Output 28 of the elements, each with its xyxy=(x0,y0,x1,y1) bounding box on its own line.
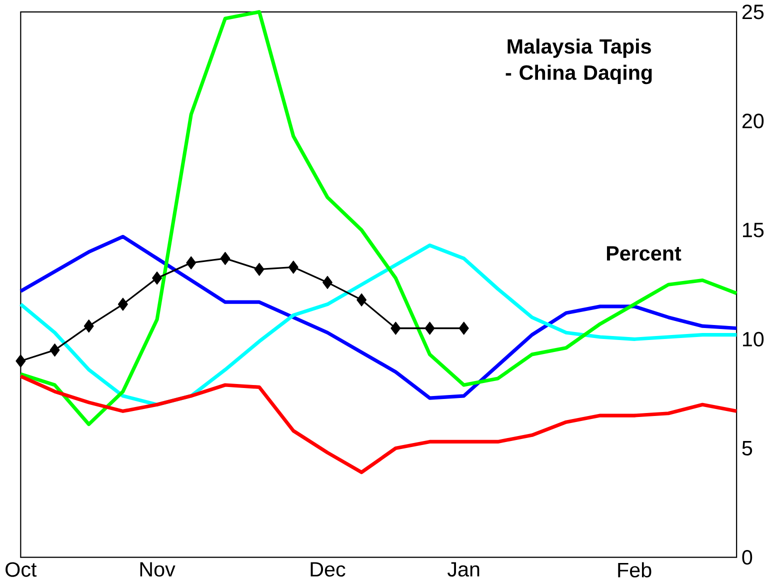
point xyxy=(458,322,469,335)
point xyxy=(152,272,162,285)
point xyxy=(220,252,230,265)
point xyxy=(288,260,298,274)
y-tick-label: 0 xyxy=(742,550,752,565)
point xyxy=(16,354,26,368)
point xyxy=(390,322,401,335)
y-tick-label: 25 xyxy=(742,4,764,20)
point xyxy=(322,276,332,289)
y-axis-title: Percent xyxy=(606,246,682,261)
point xyxy=(84,320,94,333)
line-series xyxy=(18,10,738,426)
y-tick-label: 10 xyxy=(743,332,764,346)
x-tick-label: Nov xyxy=(140,562,176,577)
point xyxy=(118,298,128,311)
point xyxy=(186,256,196,270)
point xyxy=(50,344,60,357)
x-tick-label: Feb xyxy=(618,562,652,578)
y-tick-label: 15 xyxy=(743,222,764,238)
y-tick-label: 5 xyxy=(742,441,752,456)
point xyxy=(356,293,367,306)
text: Malaysia Tapis - China Daqing xyxy=(506,38,652,84)
x-tick-label: Jan xyxy=(448,562,480,577)
point xyxy=(254,262,264,276)
x-tick-label: Oct xyxy=(6,562,37,577)
x-tick-label: Dec xyxy=(310,562,346,577)
y-tick-label: 20 xyxy=(742,114,764,128)
point xyxy=(424,322,435,335)
